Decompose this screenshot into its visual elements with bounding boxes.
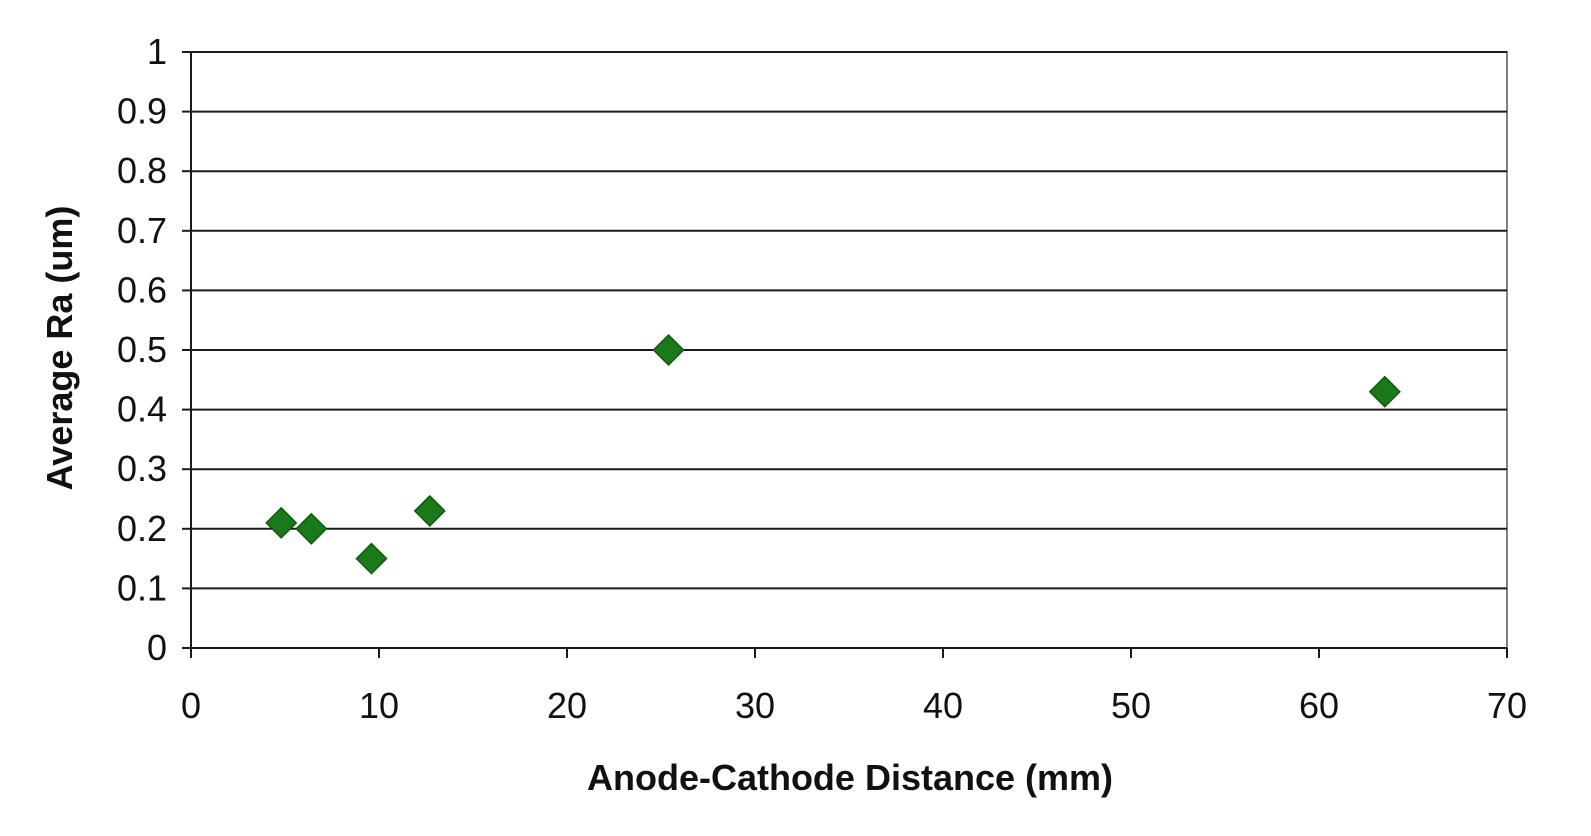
x-tick-label: 30 [735, 685, 775, 726]
tick-labels: 00.10.20.30.40.50.60.70.80.910 10 20 30 40 50… [117, 31, 1527, 726]
x-tick-label: 60 [1299, 685, 1339, 726]
x-tick-label: 20 [547, 685, 587, 726]
y-tick-label: 0.1 [117, 567, 167, 608]
y-tick-label: 0.8 [117, 150, 167, 191]
y-tick-label: 0.4 [117, 389, 167, 430]
data-point [1368, 375, 1401, 408]
gridlines [191, 51, 1507, 590]
x-axis-title: Anode-Cathode Distance (mm) [587, 757, 1113, 798]
y-tick-label: 1 [147, 31, 167, 72]
y-tick-label: 0.9 [117, 91, 167, 132]
y-tick-label: 0.5 [117, 329, 167, 370]
y-tick-label: 0 [147, 627, 167, 668]
y-tick-label: 0.6 [117, 269, 167, 310]
data-markers [265, 333, 1401, 575]
data-point [295, 512, 328, 545]
axes [182, 51, 1508, 658]
y-tick-label: 0.3 [117, 448, 167, 489]
data-point [652, 333, 685, 367]
data-point [355, 542, 388, 575]
x-tick-label: 0 [181, 685, 201, 726]
y-axis-title: Average Ra (um) [39, 206, 80, 491]
x-tick-label: 10 [359, 685, 399, 726]
data-point [413, 494, 446, 527]
data-point [265, 506, 298, 539]
y-tick-label: 0.2 [117, 508, 167, 549]
x-tick-label: 50 [1111, 685, 1151, 726]
y-tick-label: 0.7 [117, 210, 167, 251]
x-tick-label: 70 [1487, 685, 1527, 726]
x-tick-label: 40 [923, 685, 963, 726]
